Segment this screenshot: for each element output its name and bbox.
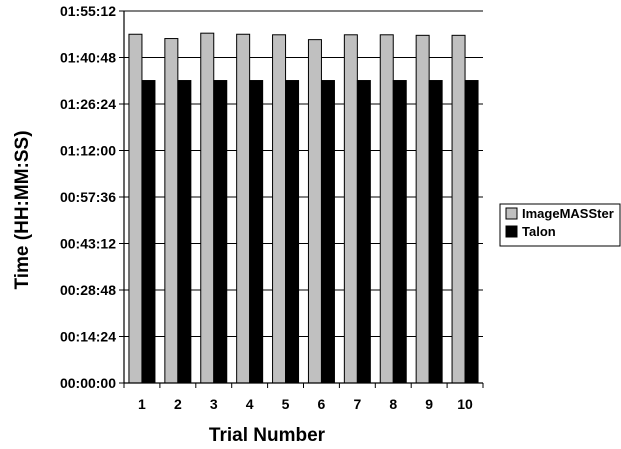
x-axis-title: Trial Number [209,425,326,446]
y-axis-title: Time (HH:MM:SS) [12,130,33,289]
y-tick-label: 00:57:36 [60,189,116,205]
legend: ImageMASSter Talon [499,203,621,247]
bar-imagemasster-trial-7 [343,34,358,384]
x-tick-label: 4 [246,396,254,412]
y-tick-label: 01:26:24 [60,96,116,112]
legend-swatch-talon [505,225,518,238]
bar-imagemasster-trial-4 [236,33,251,384]
bar-talon-trial-8 [392,80,407,384]
y-tick-label: 00:00:00 [60,375,116,391]
x-tick-label: 5 [282,396,290,412]
bar-talon-trial-10 [464,80,479,384]
x-tick-label: 3 [210,396,218,412]
y-tick-label: 01:12:00 [60,143,116,159]
x-tick-label: 9 [425,396,433,412]
legend-swatch-imagemasster [505,207,518,220]
bar-talon-trial-4 [249,80,264,384]
bar-talon-trial-3 [213,80,228,384]
bar-imagemasster-trial-3 [200,32,215,384]
bar-talon-trial-2 [177,80,192,384]
x-tick-label: 8 [389,396,397,412]
x-tick-label: 2 [174,396,182,412]
y-tick-label: 00:43:12 [60,236,116,252]
bar-talon-trial-1 [141,80,156,384]
bar-talon-trial-9 [428,80,443,384]
y-tick-label: 00:14:24 [60,329,116,345]
legend-label-imagemasster: ImageMASSter [522,206,614,221]
legend-box [499,203,621,247]
bar-imagemasster-trial-6 [307,39,322,384]
y-tick-label: 00:28:48 [60,282,116,298]
x-tick-label: 1 [138,396,146,412]
y-tick-labels: 00:00:00 00:14:24 00:28:48 00:43:12 00:57:36… [60,3,116,391]
bar-imagemasster-trial-8 [379,34,394,384]
bar-imagemasster-trial-5 [272,34,287,384]
x-tick-label: 7 [353,396,361,412]
bar-talon-trial-6 [320,80,335,384]
bar-imagemasster-trial-9 [415,34,430,384]
bar-talon-trial-7 [356,80,371,384]
y-tick-label: 01:40:48 [60,50,116,66]
axes [119,10,484,388]
x-tick-label: 10 [457,396,473,412]
x-tick-label: 6 [318,396,326,412]
y-tick-label: 01:55:12 [60,3,116,19]
bar-imagemasster-trial-1 [128,33,143,384]
bar-imagemasster-trial-10 [451,34,466,384]
legend-label-talon: Talon [522,224,556,239]
bar-talon-trial-5 [285,80,300,384]
bar-imagemasster-trial-2 [164,38,179,384]
bars [128,32,479,384]
x-tick-labels: 1 2 3 4 5 6 7 8 9 10 [138,396,473,412]
